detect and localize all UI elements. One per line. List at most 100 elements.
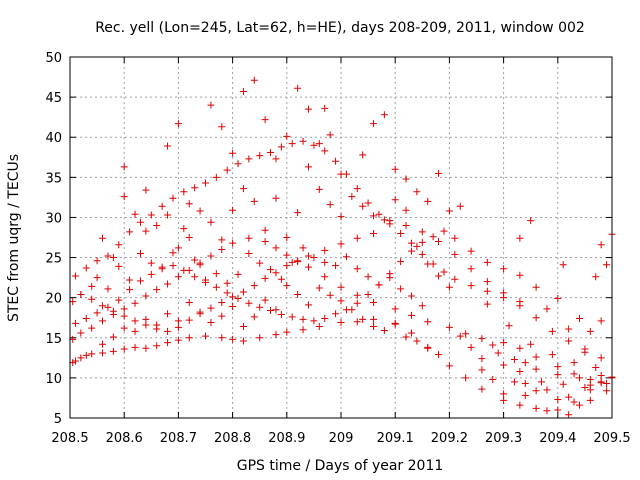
data-point	[310, 141, 318, 149]
data-point	[88, 350, 96, 358]
data-point	[586, 396, 594, 404]
data-point	[603, 387, 611, 395]
y-tick-label: 10	[45, 372, 62, 387]
data-point	[500, 361, 508, 369]
data-point	[120, 345, 128, 353]
data-point	[261, 116, 269, 124]
data-point	[353, 299, 361, 307]
data-point	[353, 234, 361, 242]
data-point	[424, 197, 432, 205]
data-point	[294, 290, 302, 298]
data-point	[510, 378, 518, 386]
data-point	[218, 236, 226, 244]
data-point	[218, 312, 226, 320]
data-point	[380, 216, 388, 224]
data-point	[196, 261, 204, 269]
data-point	[109, 307, 117, 315]
data-point	[505, 322, 513, 330]
data-point	[164, 339, 172, 347]
data-point	[462, 330, 470, 338]
data-point	[337, 283, 345, 291]
data-point	[543, 386, 551, 394]
y-tick-label: 50	[45, 51, 62, 66]
data-point	[445, 207, 453, 215]
data-point	[82, 264, 90, 272]
data-point	[71, 357, 79, 365]
data-point	[451, 234, 459, 242]
data-point	[229, 293, 237, 301]
data-point	[239, 323, 247, 331]
data-point	[164, 142, 172, 150]
data-point	[359, 315, 367, 323]
data-point	[212, 173, 220, 181]
data-point	[359, 151, 367, 159]
data-point	[543, 407, 551, 415]
data-point	[402, 175, 410, 183]
data-point	[407, 239, 415, 247]
data-point	[174, 244, 182, 252]
data-point	[527, 340, 535, 348]
data-point	[521, 392, 529, 400]
data-point	[353, 318, 361, 326]
data-point	[337, 319, 345, 327]
data-point	[597, 241, 605, 249]
data-point	[191, 256, 199, 264]
data-point	[229, 206, 237, 214]
data-point	[207, 304, 215, 312]
data-point	[250, 76, 258, 84]
data-point	[120, 193, 128, 201]
data-point	[109, 347, 117, 355]
data-point	[250, 313, 258, 321]
data-point	[153, 321, 161, 329]
y-tick-label: 20	[45, 292, 62, 307]
data-point	[283, 328, 291, 336]
data-point	[364, 199, 372, 207]
data-point	[164, 310, 172, 318]
data-point	[136, 218, 144, 226]
data-point	[288, 258, 296, 266]
data-point	[147, 211, 155, 219]
data-point	[483, 278, 491, 286]
data-point	[435, 272, 443, 280]
data-point	[250, 197, 258, 205]
data-point	[326, 291, 334, 299]
data-point	[586, 327, 594, 335]
data-point	[500, 294, 508, 302]
data-point	[370, 315, 378, 323]
data-point	[131, 343, 139, 351]
data-point	[370, 298, 378, 306]
data-point	[77, 290, 85, 298]
data-point	[451, 275, 459, 283]
data-point	[527, 217, 535, 225]
data-point	[532, 314, 540, 322]
data-point	[418, 302, 426, 310]
data-point	[304, 252, 312, 260]
data-point	[99, 317, 107, 325]
data-point	[288, 140, 296, 148]
data-point	[570, 398, 578, 406]
data-point	[180, 266, 188, 274]
data-point	[294, 84, 302, 92]
data-point	[93, 309, 101, 317]
data-point	[174, 323, 182, 331]
data-point	[391, 196, 399, 204]
data-point	[256, 303, 264, 311]
data-point	[586, 381, 594, 389]
data-point	[147, 259, 155, 267]
data-point	[153, 221, 161, 229]
data-point	[386, 220, 394, 228]
data-point	[337, 170, 345, 178]
data-point	[109, 333, 117, 341]
data-point	[229, 302, 237, 310]
data-point	[391, 165, 399, 173]
data-point	[315, 284, 323, 292]
data-point	[315, 323, 323, 331]
data-point	[299, 137, 307, 145]
data-point	[386, 274, 394, 282]
data-point	[223, 279, 231, 287]
data-point	[126, 276, 134, 284]
data-point	[456, 202, 464, 210]
data-point	[407, 329, 415, 337]
data-point	[467, 247, 475, 255]
